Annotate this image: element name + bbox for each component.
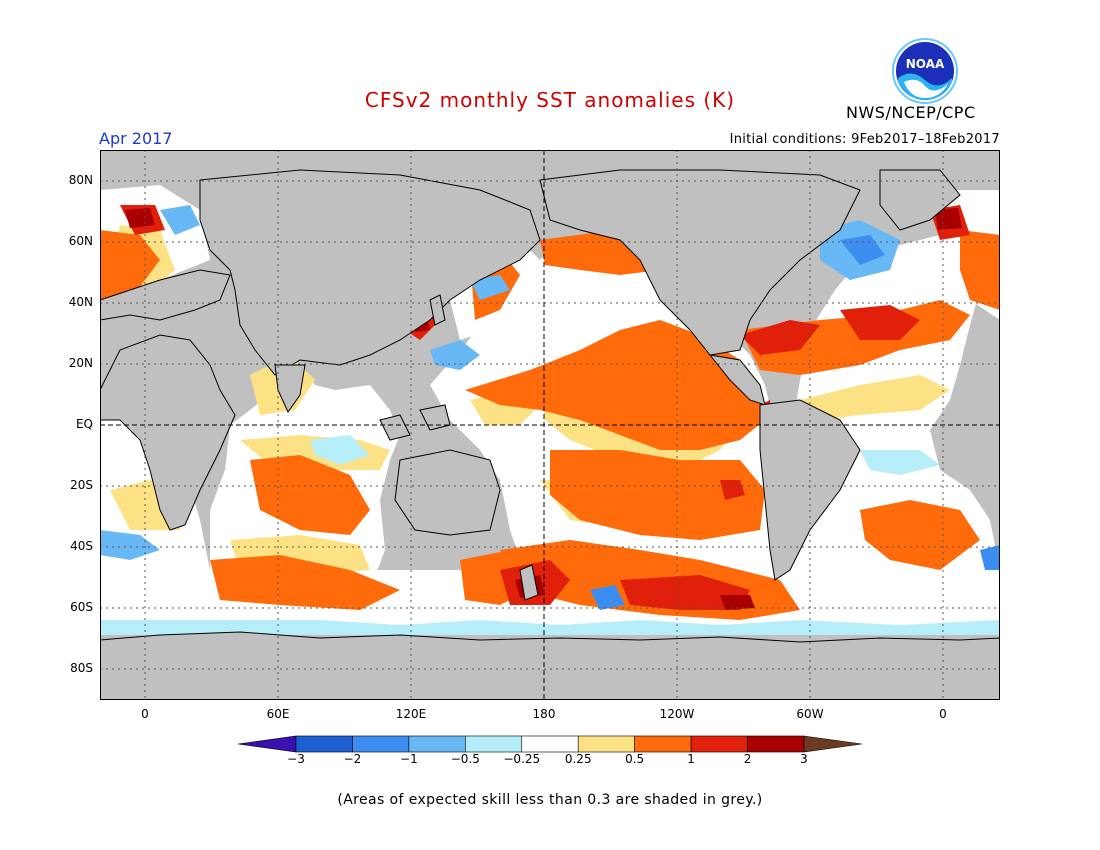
legend-bin [408,735,466,753]
skill-footnote: (Areas of expected skill less than 0.3 a… [337,792,763,808]
sst-anomaly-map [100,150,1000,700]
legend-cap-high [803,735,862,753]
continents [100,169,1000,700]
noaa-logo: NOAA [892,38,958,104]
legend-tick-label: 1 [687,752,695,766]
legend-tick-label: 3 [800,752,808,766]
legend-cap-low [238,735,297,753]
lon-label-0-east: 0 [939,707,947,721]
lon-label-120w: 120W [659,707,695,721]
legend-bin [521,735,579,753]
legend-bin [295,735,353,753]
lon-label-60e: 60E [266,707,290,721]
agency-label: NWS/NCEP/CPC [846,103,976,122]
lat-label-eq: EQ [75,417,93,431]
graticule [100,150,1000,700]
map-title: CFSv2 monthly SST anomalies (K) [364,88,736,112]
legend-tick-label: −3 [287,752,305,766]
legend-bin [577,735,635,753]
legend-bin [690,735,748,753]
lat-label-40s: 40S [70,539,93,553]
legend-tick-label: 0.25 [564,752,592,766]
lat-label-20n: 20N [68,356,93,370]
legend-tick-label: −0.5 [450,752,480,766]
lon-label-120e: 120E [395,707,427,721]
lat-label-80s: 80S [70,661,93,675]
legend-bin [747,735,805,753]
lon-label-60w: 60W [796,707,824,721]
anomaly-cool [100,205,1000,635]
legend-tick-label: 0.5 [625,752,645,766]
lon-label-0-west: 0 [141,707,149,721]
lon-label-180: 180 [532,707,556,721]
forecast-period: Apr 2017 [99,129,173,148]
legend-tick-label: −1 [400,752,418,766]
initial-conditions: Initial conditions: 9Feb2017–18Feb2017 [729,132,1000,147]
legend-bin [352,735,410,753]
lat-label-80n: 80N [68,173,93,187]
lat-label-60s: 60S [70,600,93,614]
lat-label-60n: 60N [68,234,93,248]
legend-tick-label: −2 [343,752,362,766]
lat-label-40n: 40N [68,295,93,309]
legend-tick-label: 2 [743,752,752,766]
equator-and-dateline [100,150,1000,700]
legend-tick-label: −0.25 [503,752,541,766]
lat-label-20s: 20S [70,478,93,492]
color-scale-legend [238,735,862,753]
legend-bin [465,735,523,753]
legend-bin [634,735,692,753]
noaa-logo-text: NOAA [906,57,945,71]
